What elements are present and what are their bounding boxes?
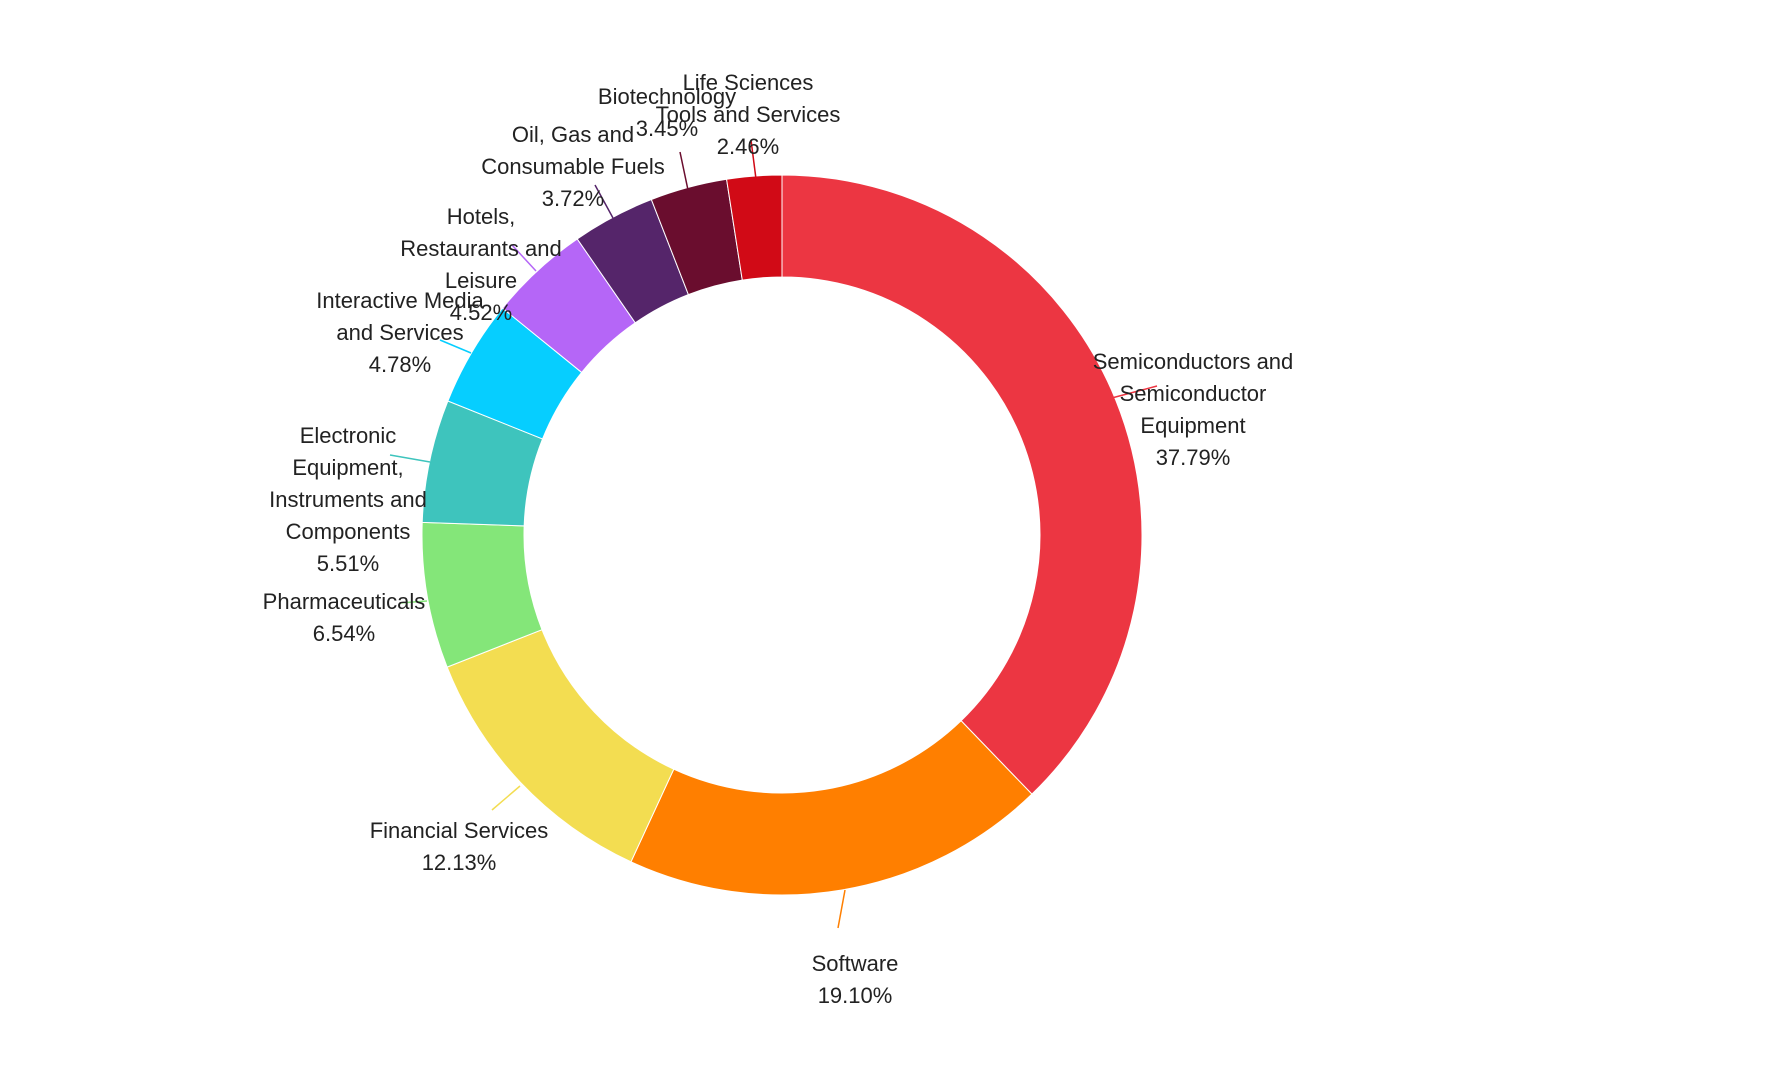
slices-layer	[421, 174, 1143, 896]
slice-label-line: Semiconductor	[1120, 381, 1267, 406]
label-financial-services: Financial Services 12.13%	[370, 818, 549, 875]
slice-label-line: Electronic	[300, 423, 397, 448]
label-electronic-equipment-instruments-and-components: Electronic Equipment, Instruments and Compo…	[269, 423, 427, 576]
slice-value-label: 6.54%	[313, 621, 375, 646]
leader-line-hotels-restaurants-and-leisure	[511, 244, 537, 272]
slice-label-line: Oil, Gas and	[512, 122, 634, 147]
slice-value-label: 37.79%	[1156, 445, 1231, 470]
label-biotechnology: Biotechnology 3.45%	[598, 84, 736, 141]
slice-label-line: Hotels,	[447, 204, 515, 229]
slice-value-label: 12.13%	[422, 850, 497, 875]
slice-value-label: 2.46%	[717, 134, 779, 159]
slice-value-label: 4.78%	[369, 352, 431, 377]
labels-layer: Semiconductors and Semiconductor Equipment…	[263, 70, 1294, 1008]
slice-value-label: 4.52%	[450, 300, 512, 325]
slice-label-line: Semiconductors and	[1093, 349, 1294, 374]
slice-label-line: Consumable Fuels	[481, 154, 664, 179]
slice-value-label: 5.51%	[317, 551, 379, 576]
leader-line-software	[837, 889, 846, 929]
leader-line-electronic-equipment-instruments-and-components	[389, 454, 431, 463]
slice-value-label: 3.72%	[542, 186, 604, 211]
leader-lines-layer	[389, 139, 1158, 929]
slice-label-line: Leisure	[445, 268, 517, 293]
label-semiconductors-and-semiconductor-equipment: Semiconductors and Semiconductor Equipment…	[1093, 349, 1294, 470]
slice-label-line: Equipment	[1140, 413, 1245, 438]
slice-label-line: Restaurants and	[400, 236, 561, 261]
label-pharmaceuticals: Pharmaceuticals 6.54%	[263, 589, 426, 646]
leader-line-oil-gas-and-consumable-fuels	[594, 184, 614, 219]
slice-label-line: Software	[812, 951, 899, 976]
label-interactive-media-and-services: Interactive Media and Services 4.78%	[316, 288, 484, 377]
leader-line-biotechnology	[679, 151, 689, 191]
label-software: Software 19.10%	[812, 951, 899, 1008]
slice-label-line: Financial Services	[370, 818, 549, 843]
slice-label-line: Biotechnology	[598, 84, 736, 109]
slice-value-label: 19.10%	[818, 983, 893, 1008]
leader-line-life-sciences-tools-and-services	[750, 139, 757, 180]
label-hotels-restaurants-and-leisure: Hotels, Restaurants and Leisure 4.52%	[400, 204, 561, 325]
slice-semiconductors-and-semiconductor-equipment[interactable]	[781, 174, 1143, 795]
leader-line-interactive-media-and-services	[439, 339, 472, 354]
slice-label-line: Instruments and	[269, 487, 427, 512]
label-oil-gas-and-consumable-fuels: Oil, Gas and Consumable Fuels 3.72%	[481, 122, 664, 211]
label-life-sciences-tools-and-services: Life Sciences Tools and Services 2.46%	[656, 70, 841, 159]
leader-line-pharmaceuticals	[399, 600, 428, 604]
leader-line-financial-services	[491, 785, 521, 811]
slice-label-line: Tools and Services	[656, 102, 841, 127]
slice-value-label: 3.45%	[636, 116, 698, 141]
slice-life-sciences-tools-and-services[interactable]	[726, 174, 783, 281]
slice-label-line: and Services	[336, 320, 463, 345]
leader-line-semiconductors-and-semiconductor-equipment	[1107, 385, 1158, 400]
slice-label-line: Pharmaceuticals	[263, 589, 426, 614]
slice-label-line: Interactive Media	[316, 288, 484, 313]
slice-label-line: Equipment,	[292, 455, 403, 480]
slice-label-line: Life Sciences	[683, 70, 814, 95]
slice-software[interactable]	[630, 720, 1033, 896]
slice-label-line: Components	[286, 519, 411, 544]
